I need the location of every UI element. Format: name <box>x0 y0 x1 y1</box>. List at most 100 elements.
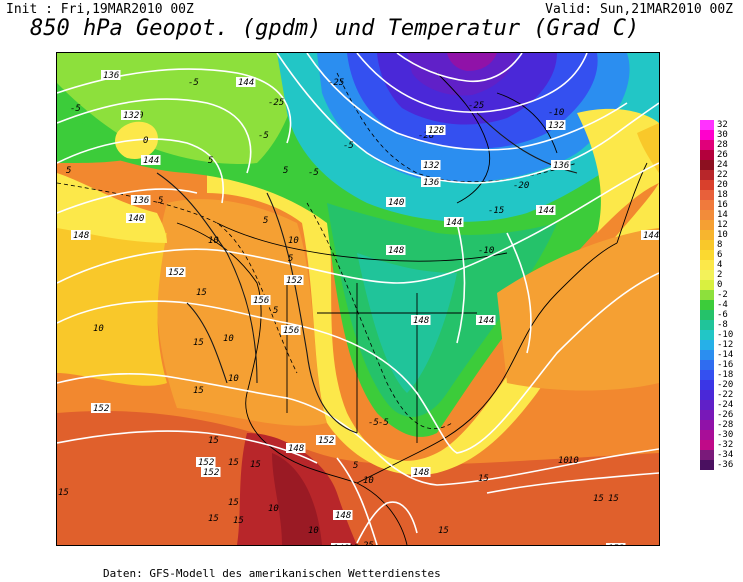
temperature-label: 15 <box>208 514 219 524</box>
colorbar-label: 26 <box>717 150 728 160</box>
svg-text:-10: -10 <box>478 246 494 256</box>
geopotential-label: 132 <box>121 110 141 121</box>
svg-text:-5: -5 <box>258 131 269 141</box>
colorbar-swatch <box>700 350 714 361</box>
svg-text:140: 140 <box>128 214 144 224</box>
map-title: 850 hPa Geopot. (gpdm) und Temperatur (G… <box>30 16 640 41</box>
temperature-label: 15 <box>196 288 207 298</box>
colorbar-swatch <box>700 420 714 431</box>
svg-text:15: 15 <box>593 494 604 504</box>
colorbar-swatch <box>700 210 714 221</box>
svg-text:10: 10 <box>568 456 579 466</box>
colorbar-label: 28 <box>717 140 728 150</box>
geopotential-label: 128 <box>426 125 446 136</box>
svg-text:15: 15 <box>438 526 449 536</box>
svg-text:152: 152 <box>203 468 219 478</box>
temperature-label: 15 <box>228 458 239 468</box>
svg-text:152: 152 <box>198 458 214 468</box>
svg-text:15: 15 <box>228 498 239 508</box>
svg-text:148: 148 <box>413 316 429 326</box>
geopotential-label: 136 <box>101 70 121 81</box>
svg-text:156: 156 <box>253 296 269 306</box>
svg-text:-28: -28 <box>418 131 434 141</box>
colorbar-swatch <box>700 160 714 171</box>
svg-text:15: 15 <box>233 516 244 526</box>
temperature-label: -10 <box>548 108 564 118</box>
temperature-label: 10 <box>208 236 219 246</box>
colorbar-swatch <box>700 250 714 261</box>
svg-text:156: 156 <box>283 326 299 336</box>
temperature-label: 15 <box>478 474 489 484</box>
svg-text:128: 128 <box>428 126 444 136</box>
colorbar-swatch <box>700 150 714 161</box>
svg-text:25: 25 <box>363 541 374 545</box>
svg-text:5: 5 <box>158 196 163 206</box>
svg-text:5: 5 <box>283 166 288 176</box>
svg-text:-5: -5 <box>343 141 354 151</box>
geopotential-label: 148 <box>386 245 406 256</box>
geopotential-label: 152 <box>166 267 186 278</box>
colorbar-label: 30 <box>717 130 728 140</box>
geopotential-label: 152 <box>606 543 626 545</box>
colorbar-label: -26 <box>717 410 734 420</box>
colorbar-label: 32 <box>717 120 728 130</box>
colorbar-label: 8 <box>717 240 723 250</box>
svg-text:148: 148 <box>333 544 349 545</box>
geopotential-label: 132 <box>421 160 441 171</box>
temperature-label: -25 <box>328 78 344 88</box>
temperature-label: 10 <box>288 236 299 246</box>
temperature-label: 15 <box>593 494 604 504</box>
geopotential-label: 148 <box>333 510 353 521</box>
colorbar-swatch <box>700 130 714 141</box>
temperature-label: 5 <box>288 254 293 264</box>
svg-text:15: 15 <box>193 386 204 396</box>
svg-text:148: 148 <box>413 468 429 478</box>
colorbar-swatch <box>700 170 714 181</box>
temperature-label: 0 <box>138 111 143 121</box>
svg-text:15: 15 <box>58 488 69 498</box>
svg-text:136: 136 <box>553 161 569 171</box>
colorbar-swatch <box>700 190 714 201</box>
colorbar-label: -28 <box>717 420 734 430</box>
svg-text:152: 152 <box>608 544 624 545</box>
colorbar-label: 16 <box>717 200 728 210</box>
geopotential-label: 140 <box>386 197 406 208</box>
svg-text:15: 15 <box>208 514 219 524</box>
colorbar-swatch <box>700 140 714 151</box>
temperature-label: -5 <box>368 418 379 428</box>
geopotential-label: 152 <box>91 403 111 414</box>
temperature-label: 15 <box>193 386 204 396</box>
temperature-label: 15 <box>208 436 219 446</box>
geopotential-label: 152 <box>284 275 304 286</box>
geopotential-label: 148 <box>286 443 306 454</box>
geopotential-label: 144 <box>444 217 464 228</box>
data-source: Daten: GFS-Modell des amerikanischen Wet… <box>103 567 441 580</box>
temperature-label: 10 <box>268 504 279 514</box>
temperature-label: 10 <box>308 526 319 536</box>
colorbar-label: -34 <box>717 450 734 460</box>
svg-text:148: 148 <box>388 246 404 256</box>
geopotential-label: 148 <box>71 230 91 241</box>
colorbar-label: -32 <box>717 440 734 450</box>
temperature-label: 5 <box>263 216 268 226</box>
geopotential-label: 144 <box>141 155 161 166</box>
svg-text:15: 15 <box>228 458 239 468</box>
svg-text:152: 152 <box>286 276 302 286</box>
svg-text:-5: -5 <box>70 104 81 114</box>
svg-text:136: 136 <box>423 178 439 188</box>
svg-text:144: 144 <box>478 316 494 326</box>
geopotential-label: 152 <box>196 457 216 468</box>
colorbar-label: 2 <box>717 270 723 280</box>
svg-text:144: 144 <box>238 78 254 88</box>
temperature-label: -5 <box>258 131 269 141</box>
temperature-label: 15 <box>228 498 239 508</box>
svg-text:-25: -25 <box>268 98 284 108</box>
svg-text:5: 5 <box>288 254 293 264</box>
temperature-colorbar <box>700 120 714 470</box>
geopotential-label: 132 <box>546 120 566 131</box>
svg-text:144: 144 <box>643 231 659 241</box>
geopotential-label: 136 <box>421 177 441 188</box>
colorbar-swatch <box>700 220 714 231</box>
colorbar-label: -10 <box>717 330 734 340</box>
colorbar-label: 10 <box>717 230 728 240</box>
